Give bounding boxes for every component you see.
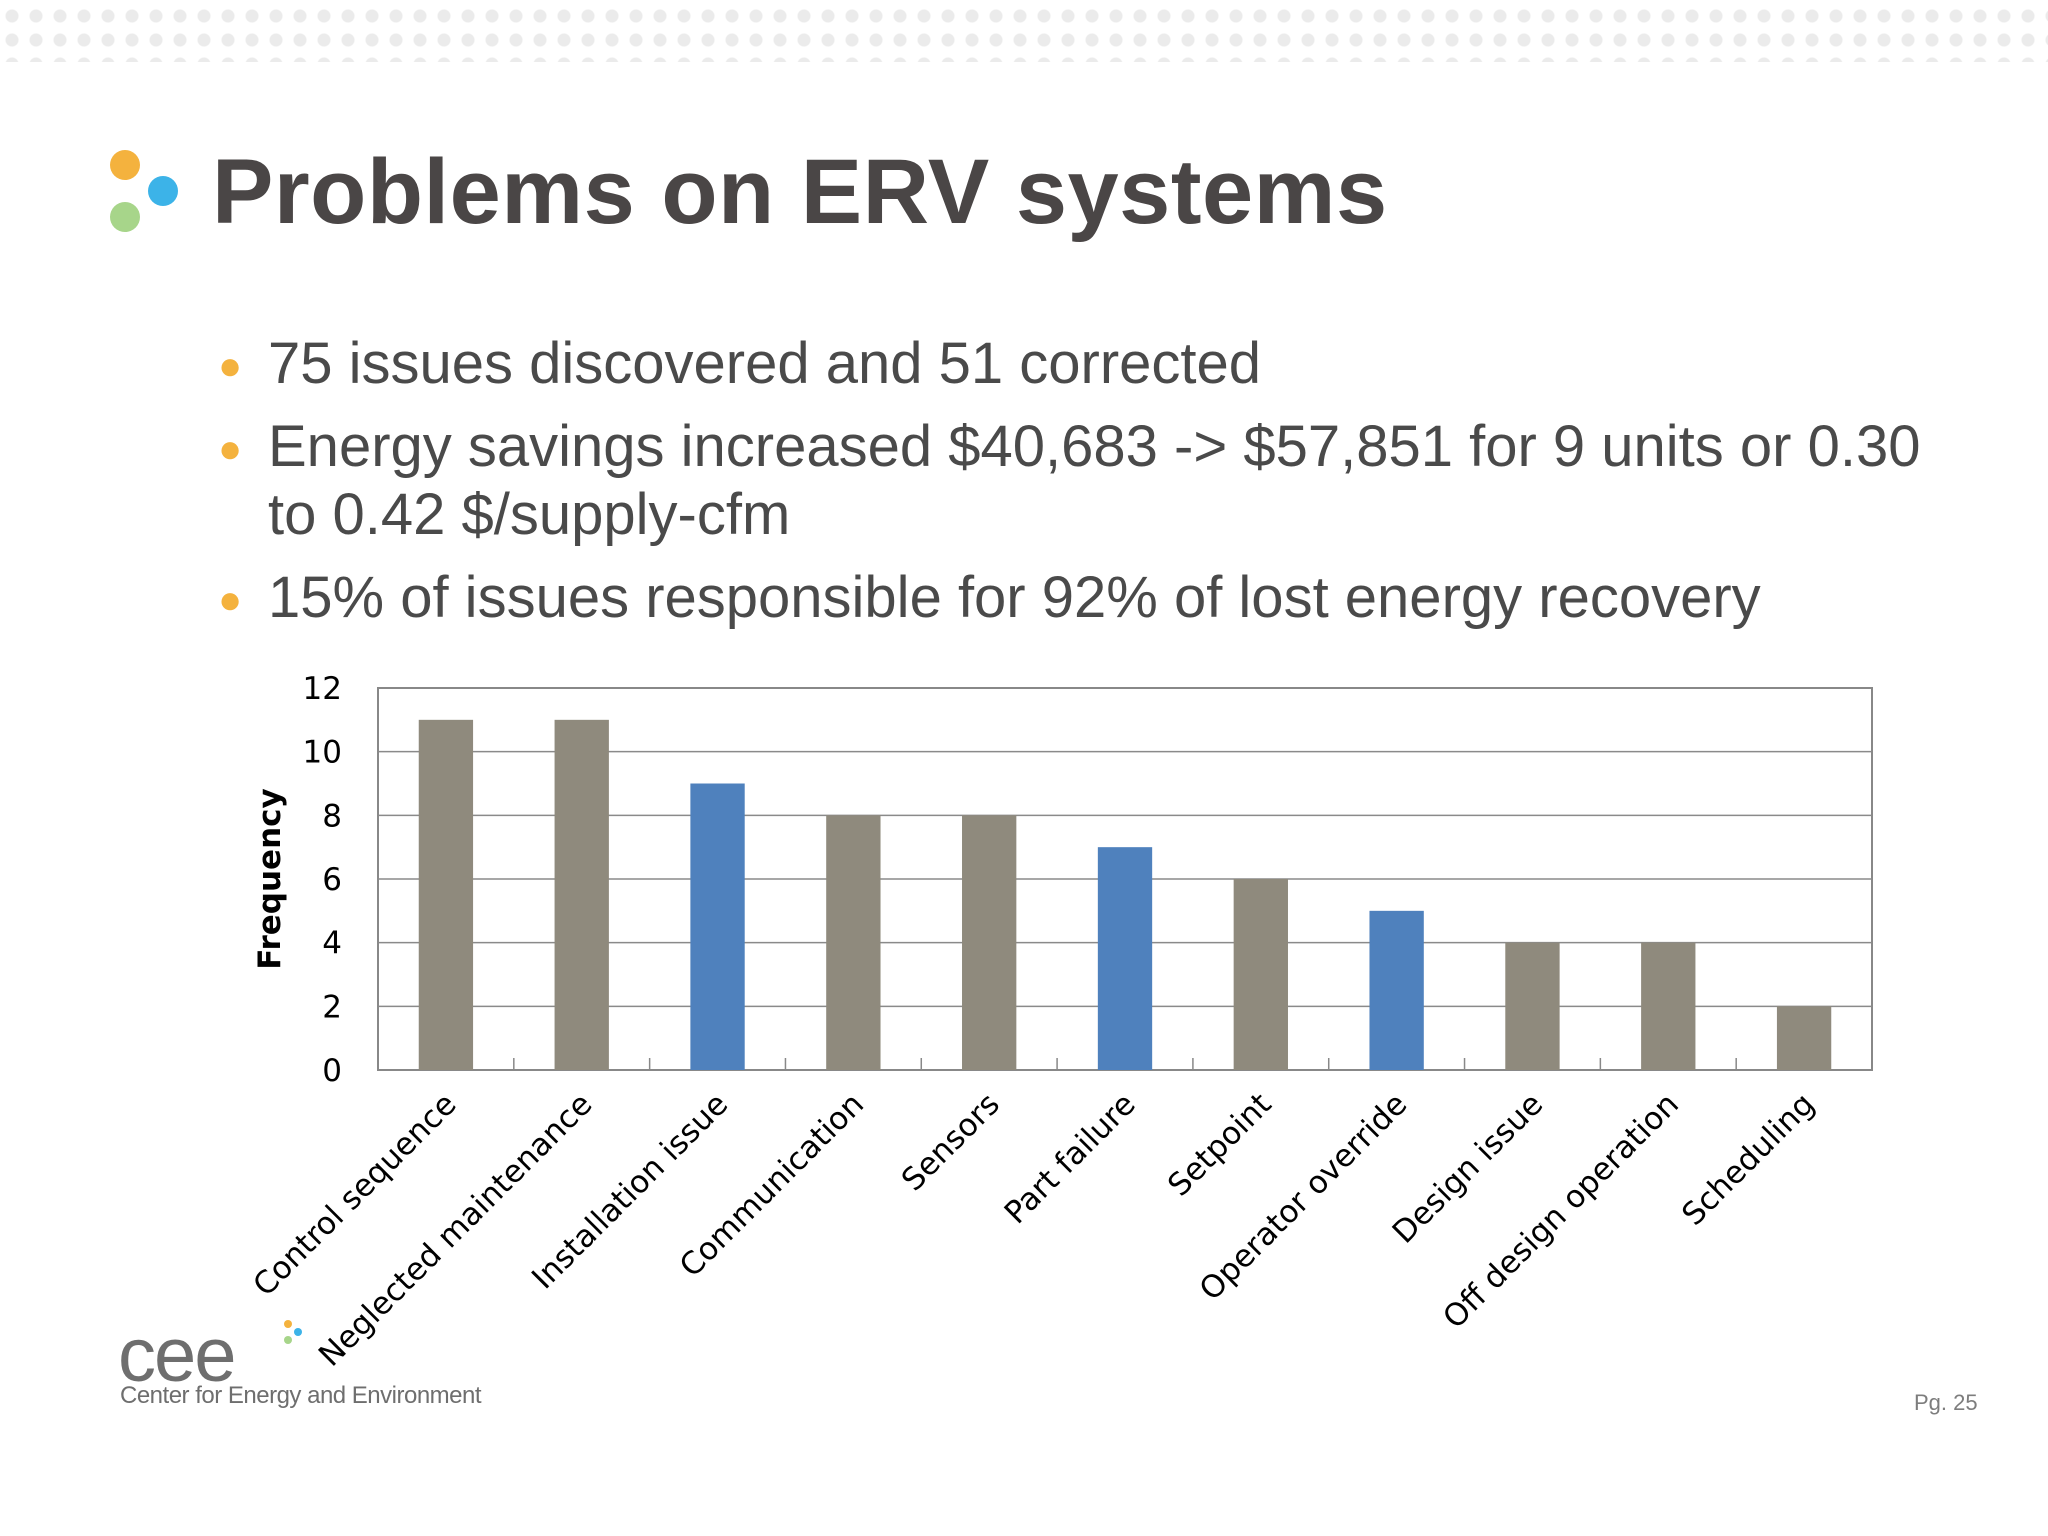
bar <box>1505 942 1560 1070</box>
y-tick-label: 0 <box>322 1053 342 1089</box>
bullet-item: ● Energy savings increased $40,683 -> $57… <box>212 413 1932 549</box>
x-category-label: Sensors <box>895 1086 1007 1198</box>
bar <box>826 815 881 1070</box>
bullet-text: 75 issues discovered and 51 corrected <box>268 331 1262 396</box>
cee-logo: cee Center for Energy and Environment <box>118 1318 518 1418</box>
y-tick-label: 12 <box>303 671 342 707</box>
y-tick-label: 6 <box>322 862 342 898</box>
page-number: Pg. 25 <box>1914 1390 1978 1415</box>
bullet-item: ● 75 issues discovered and 51 corrected <box>212 330 1932 398</box>
bullet-icon: ● <box>218 427 243 471</box>
bar <box>1369 910 1424 1070</box>
bar <box>1641 942 1696 1070</box>
bar <box>690 783 745 1070</box>
bullet-icon: ● <box>218 344 243 388</box>
y-tick-label: 2 <box>322 989 342 1025</box>
bar <box>962 815 1017 1070</box>
bar <box>1233 879 1288 1070</box>
bar <box>1097 847 1153 1070</box>
x-category-label: Setpoint <box>1161 1086 1278 1203</box>
bar <box>418 719 474 1070</box>
logo-subtitle: Center for Energy and Environment <box>120 1382 482 1409</box>
y-tick-label: 4 <box>322 926 342 962</box>
bar <box>1776 1006 1832 1070</box>
y-tick-label: 8 <box>322 798 342 834</box>
logo-wordmark: cee <box>118 1313 237 1398</box>
bullet-text: Energy savings increased $40,683 -> $57,… <box>268 414 1921 547</box>
decorative-dot-band <box>0 0 2048 62</box>
x-category-label: Part failure <box>998 1086 1143 1231</box>
slide-title: Problems on ERV systems <box>212 141 1388 243</box>
bullet-text: 15% of issues responsible for 92% of los… <box>268 565 1761 630</box>
logo-dots-icon <box>280 1320 314 1354</box>
y-tick-label: 10 <box>303 735 342 771</box>
bullet-icon: ● <box>218 578 243 622</box>
bullet-item: ● 15% of issues responsible for 92% of lo… <box>212 564 1932 632</box>
title-dots-icon <box>106 148 186 238</box>
x-category-label: Off design operation <box>1436 1086 1686 1336</box>
bar <box>554 719 609 1070</box>
bullet-list: ● 75 issues discovered and 51 corrected ●… <box>212 330 1932 647</box>
y-axis-label: Frequency <box>252 788 288 969</box>
x-category-label: Scheduling <box>1675 1086 1822 1233</box>
